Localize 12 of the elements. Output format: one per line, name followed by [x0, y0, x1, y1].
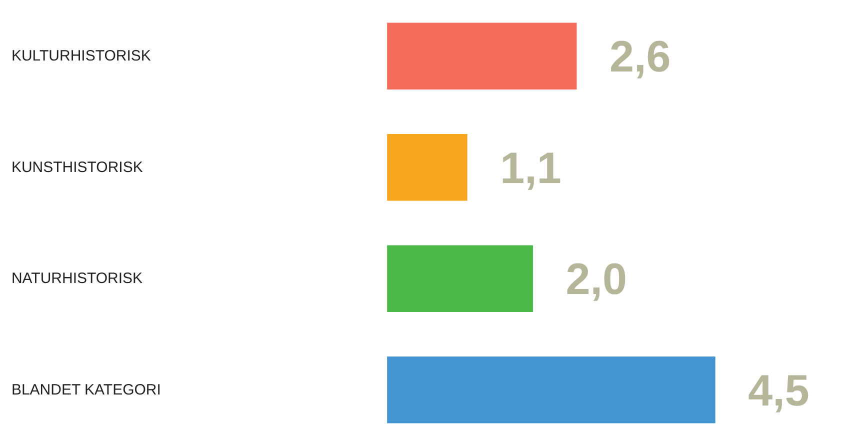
y-tick-label: NATURHISTORISK: [11, 270, 143, 288]
bar: [387, 245, 533, 312]
bar: [387, 134, 468, 201]
data-label: 2,0: [566, 255, 627, 304]
data-label: 2,6: [610, 32, 671, 82]
bar: [387, 22, 577, 90]
y-tick-label: BLANDET KATEGORI: [11, 381, 161, 398]
bar: [387, 356, 716, 424]
y-tick-label: KULTURHISTORISK: [11, 48, 151, 65]
y-tick-label: KUNSTHISTORISK: [11, 158, 143, 176]
data-label: 1,1: [500, 144, 562, 193]
data-label: 4,5: [748, 366, 810, 416]
